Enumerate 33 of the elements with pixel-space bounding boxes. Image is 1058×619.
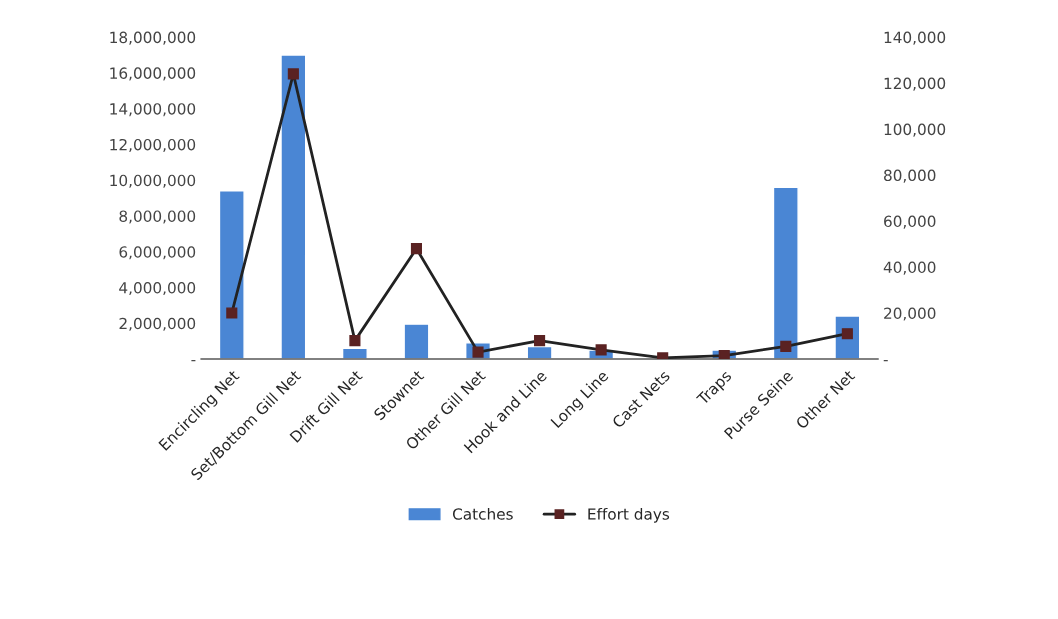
- y-tick-label: -: [191, 360, 196, 362]
- point: [226, 307, 238, 319]
- y-tick-label: 10,000,000: [110, 174, 196, 188]
- bar: [772, 186, 799, 360]
- y2-tick-label: 140,000: [884, 31, 946, 45]
- y-tick-label: 18,000,000: [110, 31, 196, 45]
- y2-tick-label: 60,000: [884, 215, 936, 229]
- y2-tick-label: 80,000: [884, 169, 936, 183]
- point: [595, 344, 607, 356]
- point: [718, 350, 730, 360]
- y2-tick-label: 20,000: [884, 307, 936, 321]
- point: [534, 335, 546, 347]
- bar: [280, 54, 307, 360]
- y2-tick-label: 120,000: [884, 77, 946, 91]
- y2-tick-label: 100,000: [884, 123, 946, 137]
- point: [349, 335, 361, 347]
- y-tick-label: 4,000,000: [119, 281, 196, 296]
- point: [780, 340, 792, 352]
- bar: [526, 345, 553, 360]
- y-tick-label: 12,000,000: [110, 138, 196, 153]
- legend-label: Effort days: [588, 507, 670, 523]
- point: [410, 243, 423, 255]
- y2-tick-label: 40,000: [883, 261, 936, 275]
- bar: [403, 323, 430, 360]
- y-tick-label: 14,000,000: [110, 103, 196, 117]
- y-tick-label: 8,000,000: [119, 210, 196, 224]
- y-tick-label: 16,000,000: [110, 67, 196, 81]
- point: [287, 68, 299, 80]
- legend-label: Catches: [452, 507, 513, 520]
- y-tick-label: 6,000,000: [119, 246, 196, 260]
- y-tick-label: 2,000,000: [119, 317, 196, 331]
- y2-tick-label: -: [883, 360, 888, 362]
- bar: [218, 190, 245, 360]
